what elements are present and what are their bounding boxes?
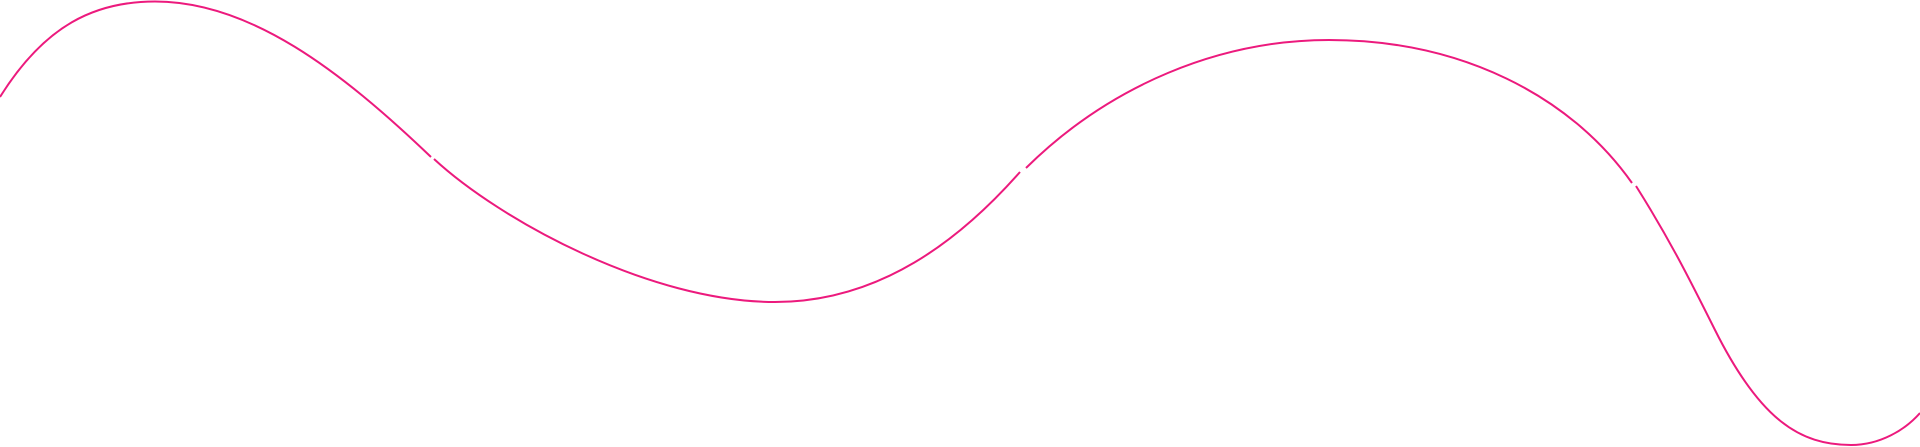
wave-segment-3 [1025,38,1633,184]
wave-segment-1 [0,0,432,158]
wave-segment-4 [1635,185,1920,447]
wave-segment-2 [433,158,1021,304]
